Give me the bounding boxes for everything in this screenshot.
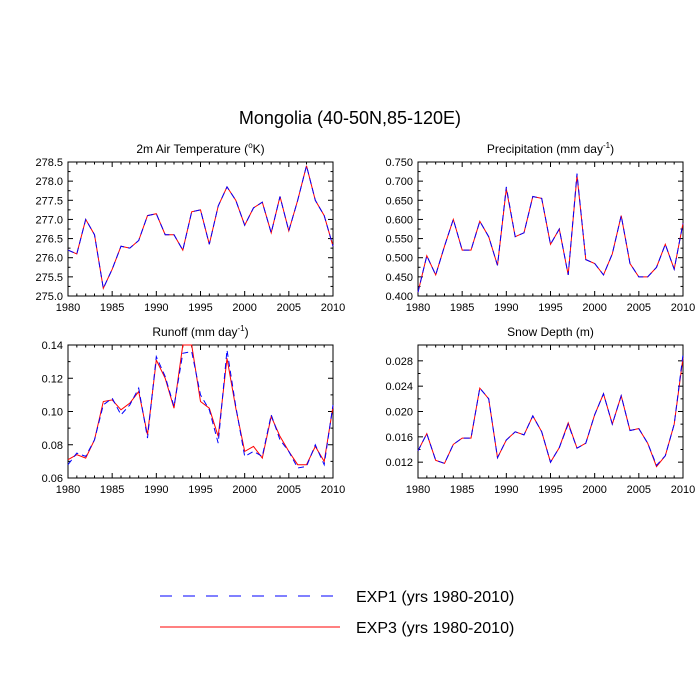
series-line-exp3	[67, 344, 334, 466]
legend-label-exp1: EXP1 (yrs 1980-2010)	[356, 589, 514, 606]
x-tick-label: 2010	[321, 302, 345, 314]
y-tick-label: 277.5	[35, 195, 63, 207]
y-tick-label: 0.016	[385, 432, 413, 444]
x-tick-label: 1985	[450, 302, 474, 314]
y-tick-label: 0.550	[385, 234, 413, 246]
x-tick-label: 1995	[538, 484, 562, 496]
series-line-exp3	[417, 357, 684, 468]
y-tick-label: 278.5	[35, 157, 63, 169]
panel-title: 2m Air Temperature (oK)	[136, 141, 264, 156]
y-tick-label: 0.012	[385, 457, 413, 469]
x-tick-label: 1980	[406, 302, 430, 314]
panel-title: Runoff (mm day-1)	[152, 324, 248, 339]
x-tick-label: 2000	[582, 302, 606, 314]
y-tick-label: 0.06	[42, 473, 63, 485]
y-tick-label: 0.14	[42, 340, 63, 352]
x-tick-label: 1980	[406, 484, 430, 496]
y-tick-label: 0.500	[385, 253, 413, 265]
chart-panel-4: Snow Depth (m) 1980 1985 1990 1995 2000 2005 20…	[385, 325, 695, 496]
y-tick-label: 0.450	[385, 272, 413, 284]
y-tick-label: 0.700	[385, 176, 413, 188]
x-tick-label: 1980	[56, 484, 80, 496]
y-tick-label: 0.12	[42, 373, 63, 385]
x-tick-label: 1990	[144, 302, 168, 314]
panel-title: Snow Depth (m)	[507, 325, 594, 339]
x-tick-label: 2005	[627, 484, 651, 496]
plot-frame	[417, 161, 684, 297]
y-tick-label: 275.5	[35, 272, 63, 284]
x-tick-label: 2005	[277, 484, 301, 496]
y-tick-label: 277.0	[35, 214, 63, 226]
series-line-exp1	[67, 349, 334, 469]
y-tick-label: 276.0	[35, 253, 63, 265]
x-tick-label: 1985	[100, 484, 124, 496]
figure-title: Mongolia (40-50N,85-120E)	[239, 108, 461, 128]
y-tick-label: 0.10	[42, 407, 63, 419]
y-tick-label: 0.400	[385, 291, 413, 303]
y-tick-label: 275.0	[35, 291, 63, 303]
y-tick-label: 0.750	[385, 157, 413, 169]
plot-frame	[417, 344, 684, 479]
legend: EXP1 (yrs 1980-2010) EXP3 (yrs 1980-2010…	[160, 589, 514, 637]
x-tick-label: 2005	[277, 302, 301, 314]
panel-title: Precipitation (mm day-1)	[487, 141, 614, 156]
x-tick-label: 1985	[100, 302, 124, 314]
plot-frame	[67, 161, 334, 297]
x-tick-label: 1990	[494, 302, 518, 314]
series-line-exp1	[67, 165, 334, 290]
y-tick-label: 0.08	[42, 440, 63, 452]
series-line-exp3	[67, 165, 334, 290]
x-tick-label: 2000	[232, 302, 256, 314]
x-tick-label: 1990	[494, 484, 518, 496]
y-tick-label: 278.0	[35, 176, 63, 188]
x-tick-label: 2005	[627, 302, 651, 314]
x-tick-label: 2010	[671, 484, 695, 496]
series-line-exp1	[417, 354, 684, 467]
y-tick-label: 276.5	[35, 234, 63, 246]
chart-panels: 2m Air Temperature (oK) 1980 1985 1990 1995 2…	[35, 141, 695, 496]
x-tick-label: 1995	[188, 484, 212, 496]
x-tick-label: 2000	[582, 484, 606, 496]
chart-panel-3: Runoff (mm day-1) 1980 1985 1990 1995 2000 200…	[42, 324, 346, 496]
x-tick-label: 1985	[450, 484, 474, 496]
chart-panel-2: Precipitation (mm day-1) 1980 1985 1990 1995…	[385, 141, 695, 314]
chart-panel-1: 2m Air Temperature (oK) 1980 1985 1990 1995 2…	[35, 141, 345, 314]
y-tick-label: 0.600	[385, 214, 413, 226]
x-tick-label: 2010	[321, 484, 345, 496]
legend-label-exp3: EXP3 (yrs 1980-2010)	[356, 620, 514, 637]
y-tick-label: 0.650	[385, 195, 413, 207]
x-tick-label: 1995	[188, 302, 212, 314]
x-tick-label: 2000	[232, 484, 256, 496]
y-tick-label: 0.028	[385, 356, 413, 368]
series-line-exp1	[417, 173, 684, 293]
x-tick-label: 1980	[56, 302, 80, 314]
x-tick-label: 1990	[144, 484, 168, 496]
x-tick-label: 1995	[538, 302, 562, 314]
x-tick-label: 2010	[671, 302, 695, 314]
y-tick-label: 0.024	[385, 381, 413, 393]
y-tick-label: 0.020	[385, 407, 413, 419]
